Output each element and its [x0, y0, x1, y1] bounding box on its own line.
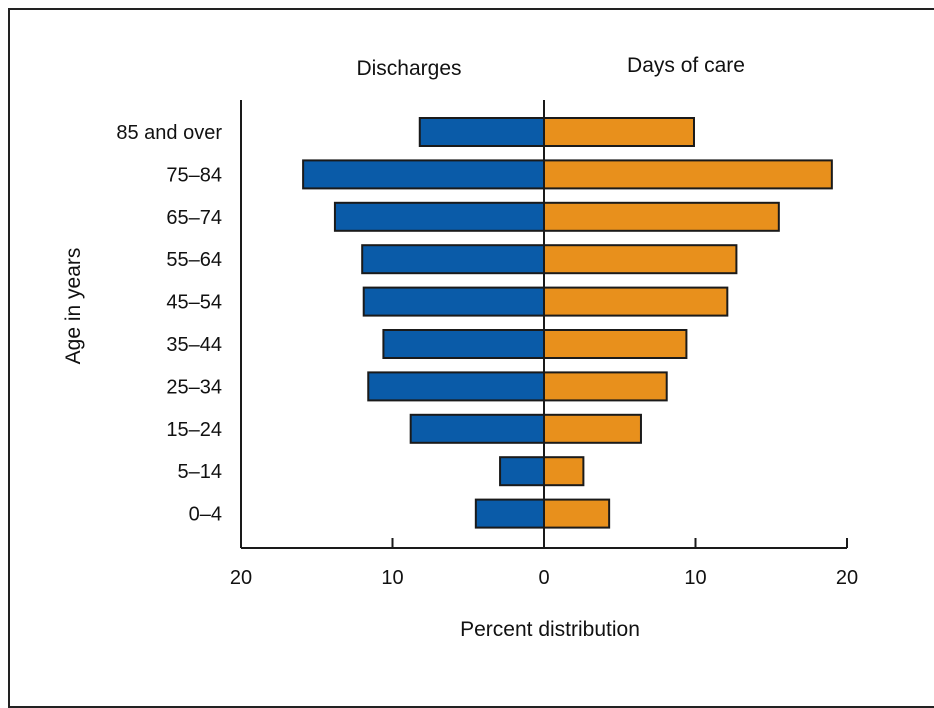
bar-days-of-care — [543, 498, 611, 529]
bar-days-of-care — [543, 371, 668, 402]
bar-discharges — [362, 286, 545, 317]
category-label: 85 and over — [116, 122, 222, 144]
labels-layer: 85 and over 75–84 65–74 55–64 45–54 35–44 25–3… — [62, 54, 858, 641]
bar-days-of-care — [543, 117, 695, 147]
category-label: 75–84 — [166, 164, 222, 186]
x-tick-label: 10 — [684, 567, 706, 589]
x-tick-label: 10 — [381, 567, 403, 589]
panel-title-discharges: Discharges — [356, 57, 461, 80]
x-axis-title: Percent distribution — [460, 618, 640, 641]
bar-days-of-care — [543, 413, 642, 444]
bar-discharges — [367, 371, 546, 402]
bar-discharges — [361, 244, 546, 275]
category-label: 65–74 — [166, 207, 222, 229]
category-label: 55–64 — [166, 249, 222, 271]
category-label: 0–4 — [189, 504, 222, 526]
category-label: 15–24 — [166, 419, 222, 441]
bar-days-of-care — [543, 329, 688, 359]
bar-days-of-care — [543, 159, 833, 190]
bar-days-of-care — [543, 286, 729, 317]
x-tick-label: 0 — [538, 567, 549, 589]
butterfly-chart: 85 and over 75–84 65–74 55–64 45–54 35–44 25–3… — [62, 54, 858, 641]
category-label: 35–44 — [166, 334, 222, 356]
category-label: 5–14 — [178, 461, 223, 483]
bars-layer — [302, 117, 833, 529]
bar-days-of-care — [543, 244, 738, 275]
bar-discharges — [409, 413, 545, 444]
bar-discharges — [333, 201, 545, 232]
y-axis-title: Age in years — [62, 248, 85, 365]
x-tick-label: 20 — [230, 567, 252, 589]
bar-days-of-care — [543, 201, 780, 232]
bar-days-of-care — [543, 456, 585, 487]
bar-discharges — [474, 498, 546, 529]
bar-discharges — [499, 456, 546, 487]
axes-layer — [240, 100, 848, 549]
category-label: 45–54 — [166, 292, 222, 314]
bar-discharges — [382, 329, 545, 359]
panel-title-days-of-care: Days of care — [627, 54, 745, 77]
x-tick-label: 20 — [836, 567, 858, 589]
bar-discharges — [302, 159, 545, 190]
bar-discharges — [418, 117, 545, 147]
category-label: 25–34 — [166, 376, 222, 398]
